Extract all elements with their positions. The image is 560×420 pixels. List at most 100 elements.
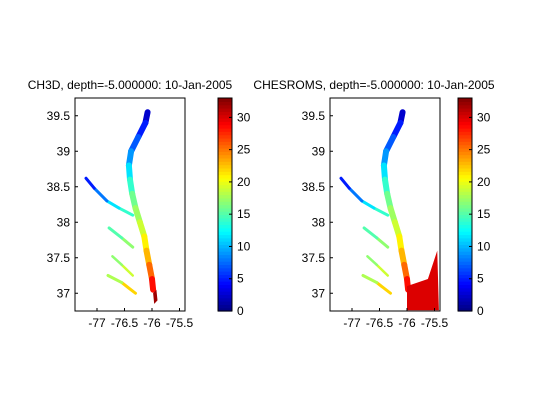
colorbar-bin xyxy=(458,231,472,236)
colorbar-bin xyxy=(218,261,232,266)
colorbar-bin xyxy=(458,161,472,166)
colorbar-bin xyxy=(458,214,472,219)
colorbar-bin xyxy=(458,111,472,116)
colorbar-bin xyxy=(218,157,232,162)
x-tick-label: -76 xyxy=(398,316,416,330)
colorbar-bin xyxy=(458,197,472,202)
colorbar-bin xyxy=(458,211,472,216)
y-tick-label: 37.5 xyxy=(302,251,326,265)
colorbar-bin xyxy=(218,224,232,229)
colorbar-bin xyxy=(458,281,472,285)
colorbar-bin xyxy=(458,167,472,172)
y-tick-label: 37 xyxy=(312,286,326,300)
colorbar-bin xyxy=(458,131,472,136)
colorbar-bin xyxy=(458,154,472,159)
salinity-field xyxy=(84,109,158,304)
colorbar-bin xyxy=(218,151,232,156)
colorbar-bin xyxy=(218,231,232,236)
colorbar-bin xyxy=(458,217,472,222)
colorbar-bin xyxy=(458,177,472,182)
colorbar-bin xyxy=(458,251,472,256)
colorbar-bin xyxy=(218,237,232,242)
colorbar-bin xyxy=(458,181,472,186)
colorbar-bin xyxy=(218,281,232,285)
colorbar-bin xyxy=(458,104,472,109)
colorbar-bin xyxy=(458,117,472,122)
salinity-segment xyxy=(107,226,124,240)
colorbar-bin xyxy=(218,107,232,112)
salinity-segment xyxy=(120,281,137,295)
colorbar-bin xyxy=(458,204,472,209)
salinity-segment xyxy=(117,206,135,217)
x-tick-label: -75.5 xyxy=(166,316,194,330)
colorbar: 0 5 10 15 20 25 30 xyxy=(217,97,251,318)
colorbar-bin xyxy=(458,174,472,179)
salinity-field xyxy=(339,109,439,311)
colorbar-bin xyxy=(458,127,472,132)
colorbar-bin xyxy=(458,194,472,199)
colorbar-bin xyxy=(458,191,472,196)
colorbar-bin xyxy=(458,247,472,252)
colorbar-bin xyxy=(458,98,472,102)
colorbar-bin xyxy=(218,227,232,232)
colorbar-bin xyxy=(218,137,232,142)
salinity-segment xyxy=(347,186,364,203)
colorbar-tick-label: 20 xyxy=(477,175,491,189)
colorbar-bin xyxy=(218,144,232,149)
colorbar-bin xyxy=(218,127,232,132)
colorbar-bin xyxy=(458,137,472,142)
colorbar-tick-label: 10 xyxy=(477,239,491,253)
colorbar-tick-label: 15 xyxy=(237,207,251,221)
y-tick-label: 39.5 xyxy=(302,109,326,123)
colorbar-tick-label: 5 xyxy=(237,272,244,286)
colorbar-bin xyxy=(218,187,232,192)
salinity-segment xyxy=(92,186,109,203)
colorbar-bin xyxy=(458,287,472,292)
salinity-segment xyxy=(149,276,157,293)
colorbar-bin xyxy=(458,121,472,126)
y-tick-label: 38.5 xyxy=(47,180,71,194)
colorbar-bin xyxy=(218,234,232,239)
colorbar-bin xyxy=(218,251,232,256)
colorbar-bin xyxy=(218,111,232,116)
colorbar-bin xyxy=(218,161,232,166)
colorbar-frame xyxy=(217,97,233,312)
colorbar-bin xyxy=(218,207,232,212)
salinity-segment xyxy=(106,274,124,285)
colorbar-tick-label: 30 xyxy=(237,110,251,124)
colorbar-bin xyxy=(458,284,472,289)
colorbar-bin xyxy=(458,274,472,279)
salinity-segment xyxy=(120,263,134,277)
colorbar-bin xyxy=(218,201,232,206)
colorbar-bin xyxy=(218,167,232,172)
chart-title: CHESROMS, depth=-5.000000: 10-Jan-2005 xyxy=(253,78,494,92)
x-tick-label: -77 xyxy=(88,316,106,330)
colorbar-bin xyxy=(218,147,232,152)
colorbar: 0 5 10 15 20 25 30 xyxy=(457,97,491,318)
x-tick-label: -76.5 xyxy=(111,316,139,330)
colorbar-bin xyxy=(458,224,472,229)
colorbar-bin xyxy=(218,264,232,269)
colorbar-bin xyxy=(458,147,472,152)
colorbar-bin xyxy=(458,291,472,295)
shelf-patch xyxy=(407,250,439,311)
salinity-segment xyxy=(366,255,378,267)
colorbar-bin xyxy=(218,204,232,209)
chart-2: -77 -76.5 -76 -75.5 37 37.5 38 38.5 39 39.5 CHESRO… xyxy=(253,78,494,330)
x-tick-label: -77 xyxy=(343,316,361,330)
plot-area xyxy=(329,97,441,312)
y-tick-label: 37 xyxy=(57,286,71,300)
y-tick-label: 39.5 xyxy=(47,109,71,123)
colorbar-bin xyxy=(218,174,232,179)
colorbar-bin xyxy=(218,274,232,279)
y-tick-label: 38.5 xyxy=(302,180,326,194)
y-tick-label: 38 xyxy=(57,215,71,229)
salinity-segment xyxy=(375,236,390,249)
chart-title: CH3D, depth=-5.000000: 10-Jan-2005 xyxy=(28,78,233,92)
colorbar-bin xyxy=(458,264,472,269)
salinity-segment xyxy=(372,206,390,217)
colorbar-bin xyxy=(218,244,232,249)
salinity-segment xyxy=(360,199,376,210)
colorbar-bin xyxy=(218,141,232,146)
